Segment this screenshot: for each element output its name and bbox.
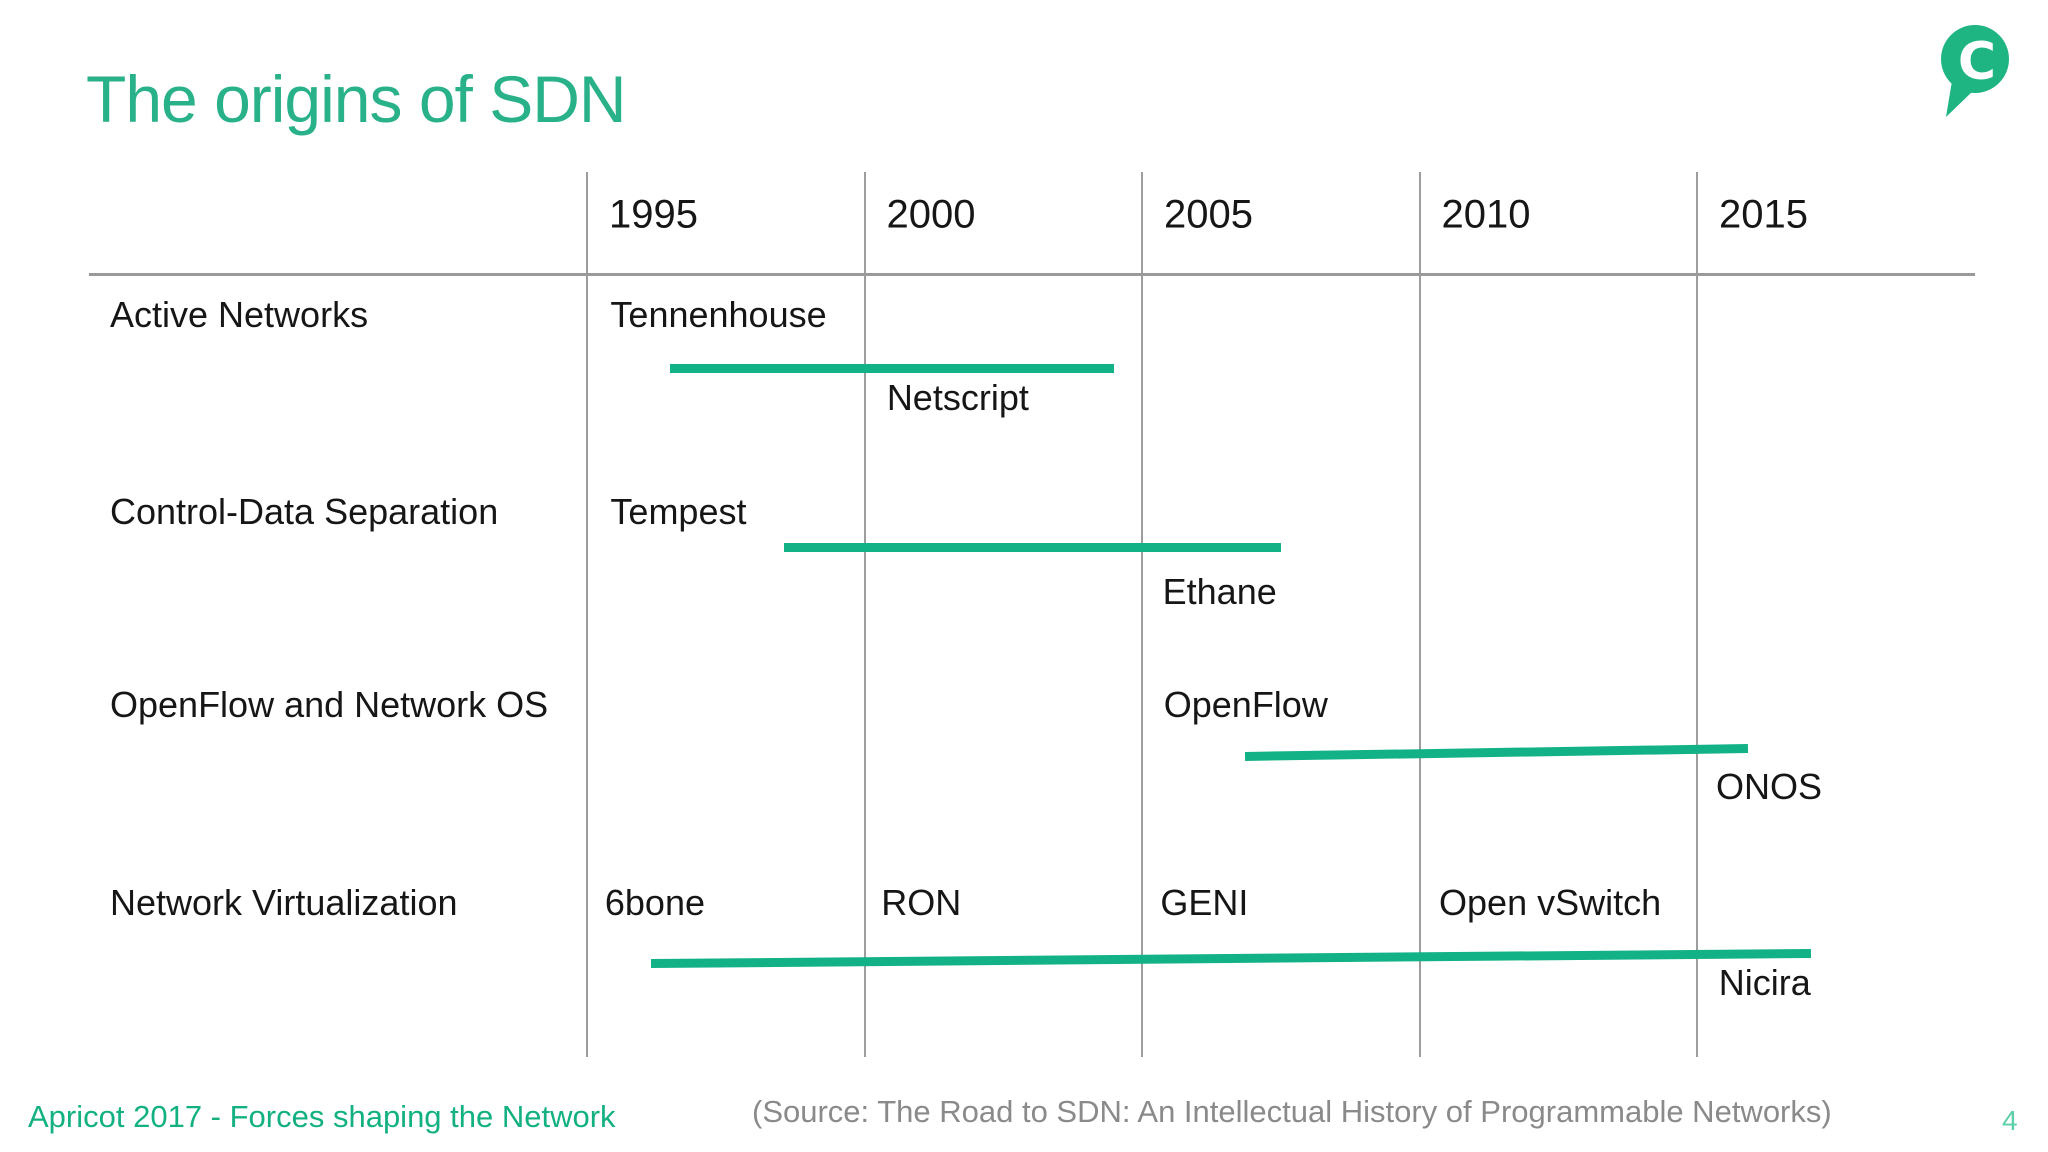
year-gridline (586, 172, 588, 1057)
milestone-label: Netscript (886, 377, 1029, 418)
milestone-label: Ethane (1162, 571, 1277, 612)
year-gridline (1141, 172, 1143, 1057)
row-label: Network Virtualization (110, 882, 458, 923)
speech-bubble-icon: C (1941, 25, 2009, 117)
header-rule (89, 273, 1975, 276)
row-label: Active Networks (110, 294, 369, 335)
milestone-label: RON (881, 882, 962, 923)
row-label: Control-Data Separation (110, 491, 499, 532)
row-label: OpenFlow and Network OS (110, 684, 549, 725)
logo-letter: C (1958, 32, 1996, 92)
year-tick-label: 2010 (1441, 192, 1531, 237)
year-gridline (1696, 172, 1698, 1057)
footer-presentation-title: Apricot 2017 - Forces shaping the Networ… (28, 1099, 616, 1134)
page-number: 4 (2002, 1105, 2018, 1136)
year-gridline (1418, 172, 1421, 1057)
milestone-label: Open vSwitch (1439, 882, 1662, 923)
timeline-bar (670, 363, 1115, 373)
year-tick-label: 1995 (609, 192, 698, 237)
milestone-label: Tennenhouse (610, 294, 827, 335)
milestone-label: 6bone (604, 882, 705, 923)
year-tick-label: 2015 (1719, 192, 1808, 237)
milestone-label: Tempest (610, 491, 747, 532)
timeline-bar (650, 948, 1811, 968)
milestone-label: GENI (1160, 882, 1249, 923)
slide-title: The origins of SDN (86, 62, 627, 136)
milestone-label: ONOS (1715, 766, 1822, 807)
timeline-bar (1244, 743, 1749, 761)
year-tick-label: 2005 (1164, 192, 1253, 237)
milestone-label: Nicira (1718, 962, 1811, 1003)
source-credit: (Source: The Road to SDN: An Intellectua… (752, 1094, 1832, 1129)
timeline-bar (784, 542, 1281, 552)
milestone-label: OpenFlow (1163, 684, 1328, 725)
year-tick-label: 2000 (886, 192, 976, 237)
year-gridline (863, 172, 866, 1057)
company-logo: C (1941, 25, 2009, 117)
